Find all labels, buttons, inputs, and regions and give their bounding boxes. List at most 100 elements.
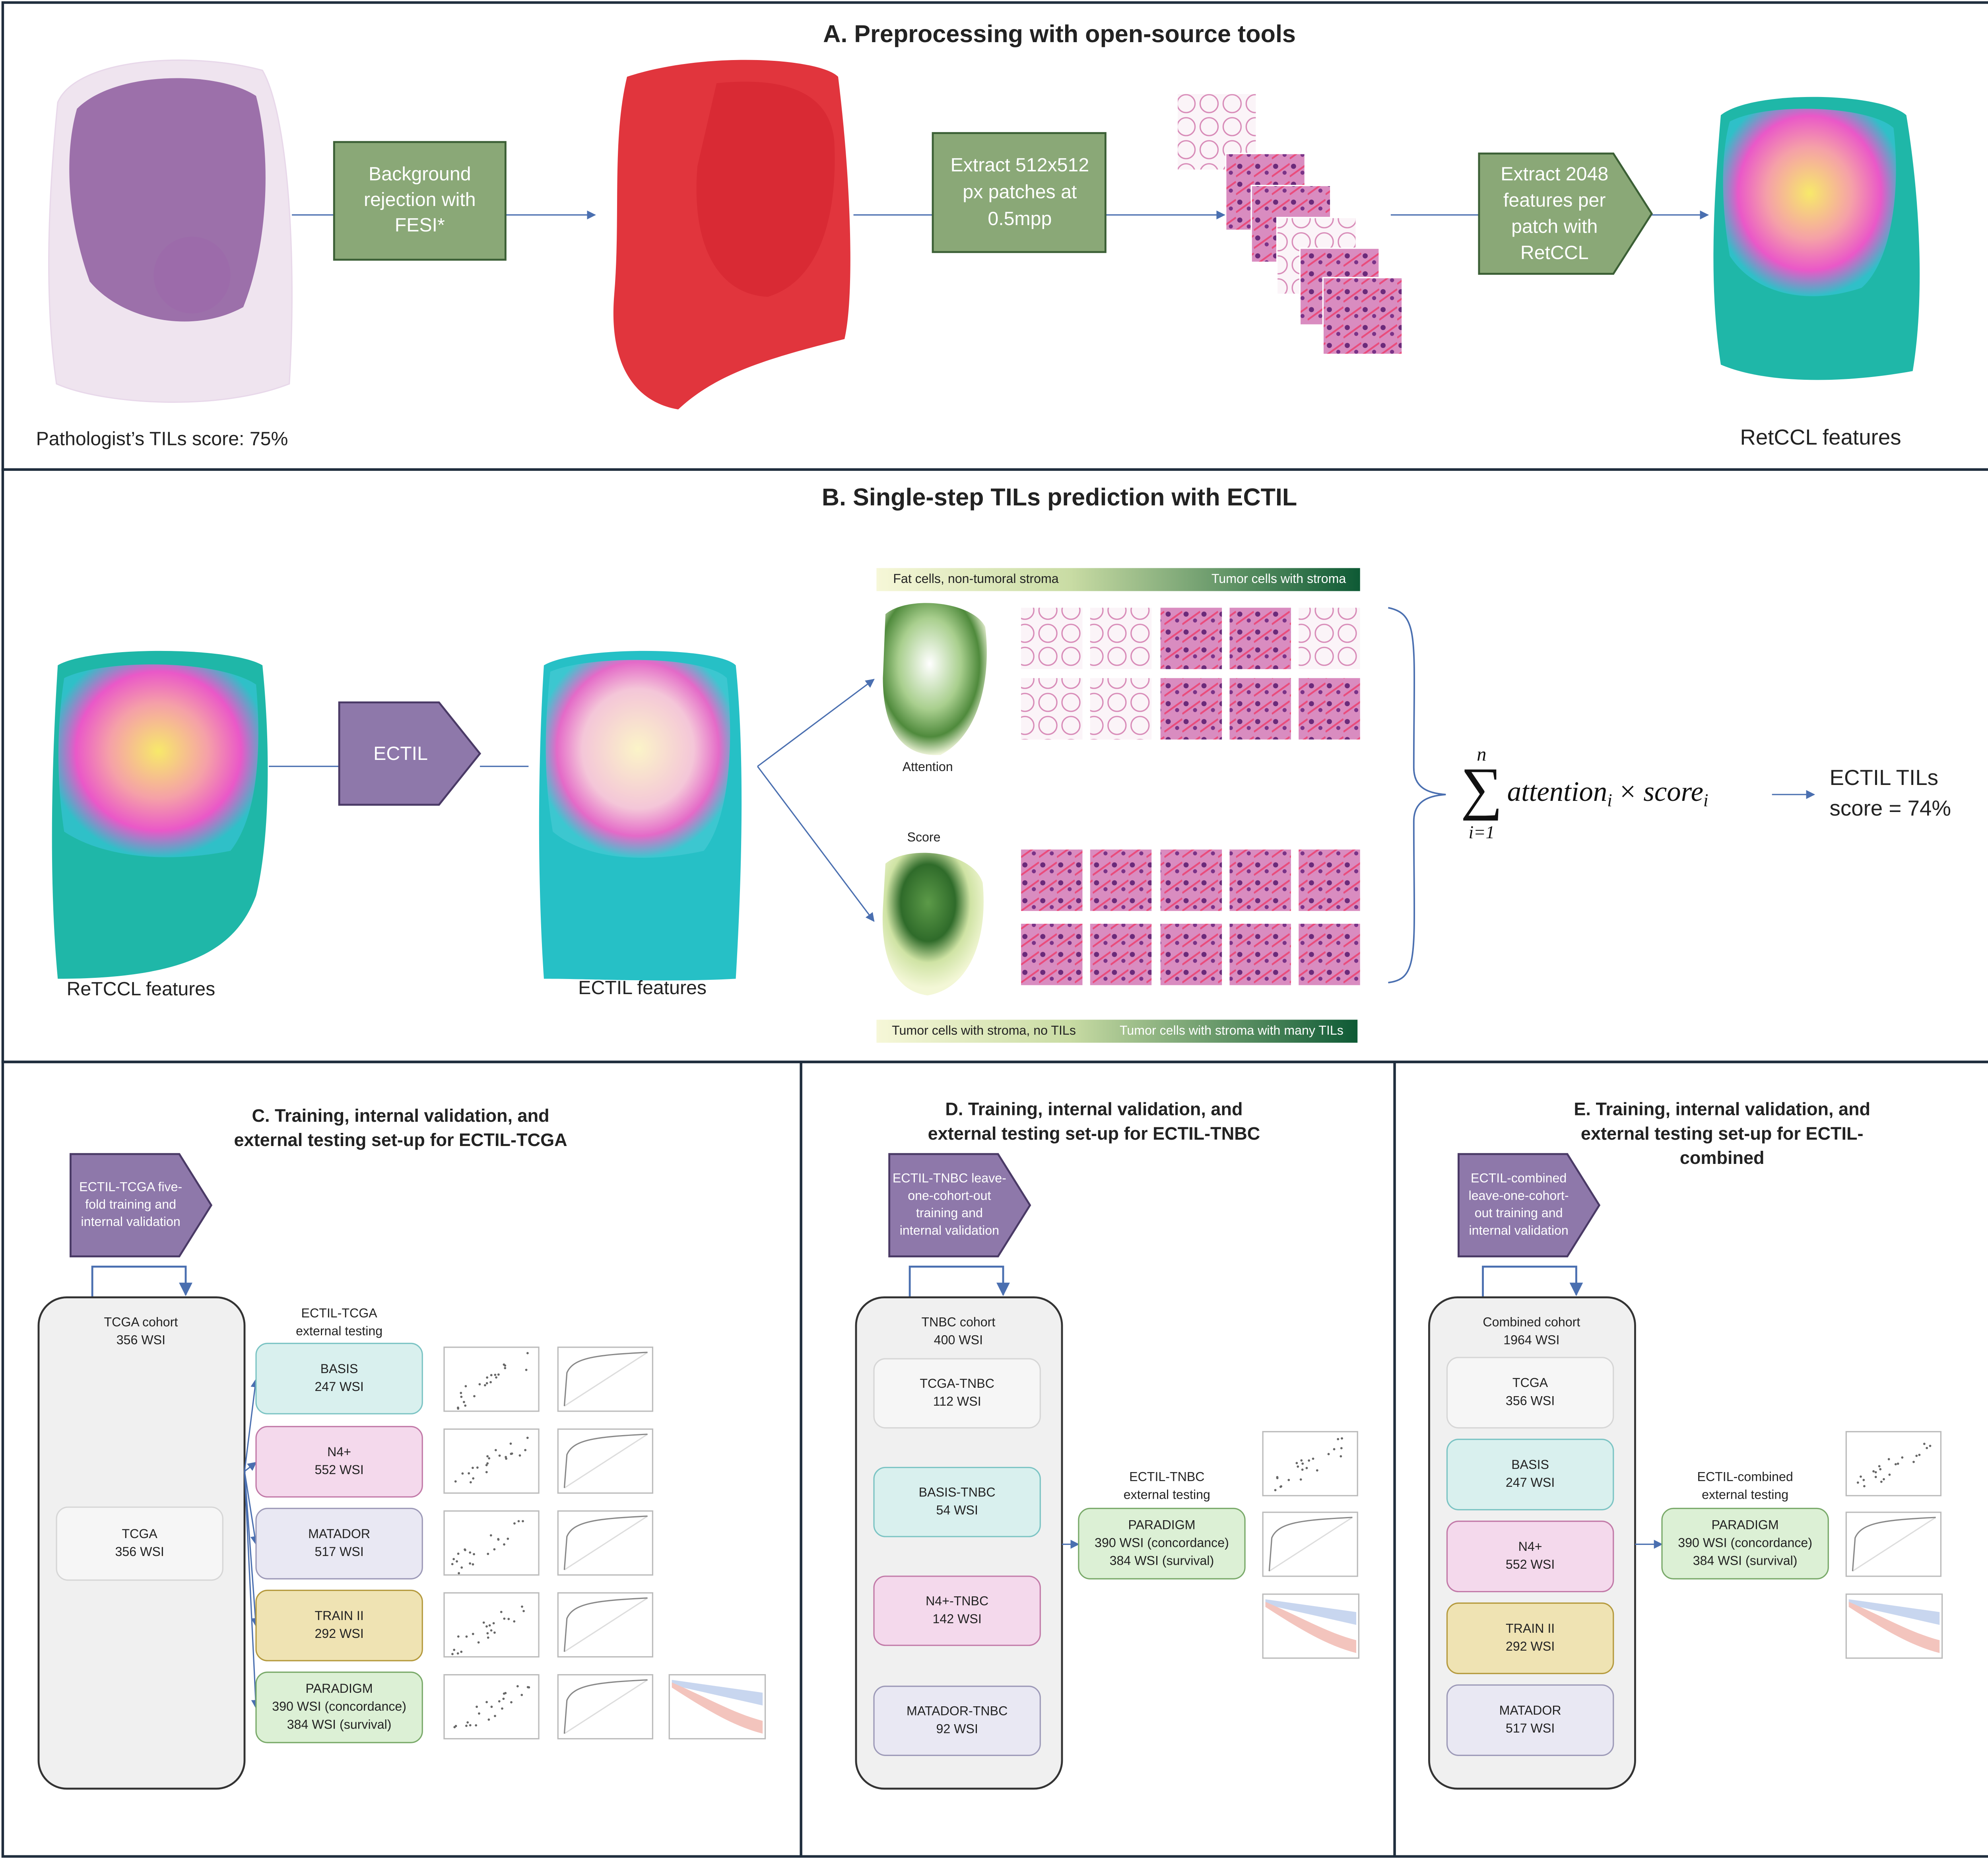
thumb-dot [490,1706,493,1708]
thumb-dot [456,1652,459,1655]
thumb-dot [453,1726,456,1729]
test-box-label: 390 WSI (concordance) [1678,1535,1812,1550]
subset-box-label: TRAIN II [1506,1621,1555,1636]
test-box [255,1589,423,1661]
thumb-band [672,1680,763,1706]
thumb-dot [1912,1461,1915,1463]
thumb-curve [563,1434,648,1488]
formula-subscript: i [1703,791,1708,810]
subset-box-label: TCGA [122,1527,158,1541]
thumb-dot [460,1651,463,1653]
subset-box-label: 517 WSI [1506,1721,1555,1735]
model-box [70,1153,213,1257]
formula-lower: i=1 [1469,822,1495,842]
thumb-dot [525,1369,528,1371]
thumb-dot [472,1477,475,1480]
patch [1090,608,1152,669]
formula-operator: × [1620,776,1636,807]
formula-upper: n [1477,744,1486,765]
thumb-dot [522,1520,524,1523]
subset-box [1446,1602,1614,1674]
panel-title: A. Preprocessing with open-source tools [823,20,1296,47]
patch [1299,849,1360,911]
thumb-dot [1856,1481,1859,1484]
thumb-dot [451,1563,454,1566]
thumb-dot [1888,1473,1891,1476]
thumb-dot [1327,1453,1330,1455]
model-label: ECTIL [373,743,428,764]
thumb-dot [1915,1455,1918,1457]
thumb-dot [1340,1455,1342,1458]
arrow [244,1378,260,1472]
test-box-label: 552 WSI [315,1463,363,1477]
thumb-dot [1312,1457,1314,1460]
testing-label: ECTIL-TCGA [301,1306,378,1320]
thumb-dot [472,1467,474,1469]
model-label: internal validation [900,1223,999,1237]
thumb-dot [1894,1463,1897,1466]
formula-subscript: i [1607,791,1612,810]
thumb-dot [1274,1489,1277,1492]
subset-box [873,1575,1041,1646]
thumb-dot [504,1692,507,1694]
thumb-dot [513,1620,516,1623]
step-label: FESI* [395,214,445,236]
patch [1090,678,1152,740]
step-label: patch with [1511,216,1598,237]
thumb-dot [1333,1448,1336,1451]
score-scale-bar [876,1020,1358,1043]
cohort-label: Combined cohort [1483,1315,1580,1329]
patch [1229,849,1291,911]
thumb-dot [513,1522,516,1525]
thumb-dot [472,1633,474,1635]
thumb-dot [460,1566,463,1569]
thumb-dot [482,1621,485,1624]
thumb-dot [485,1471,488,1473]
patch [1229,608,1291,669]
thumb-diag [1852,1517,1936,1572]
panel-title: B. Single-step TILs prediction with ECTI… [822,484,1297,511]
thumb-dot [485,1625,488,1628]
step-label: rejection with [364,189,476,210]
loop-arrow [909,1265,1010,1298]
thumb-dot [1862,1479,1865,1481]
subset-box-label: 112 WSI [933,1394,981,1408]
step-box [333,141,507,261]
arrow [244,1462,257,1472]
subset-box [1446,1684,1614,1756]
cohort-label: 356 WSI [116,1333,165,1347]
step-box [932,132,1107,253]
formula: attentioni × scorei [1507,776,1708,810]
panel-title: combined [1680,1148,1765,1168]
thumb-dot [484,1384,486,1387]
thumb-dot [516,1685,519,1688]
panel-title: D. Training, internal validation, and [945,1099,1242,1119]
subset-box-label: MATADOR-TNBC [907,1704,1008,1718]
testing-label: ECTIL-TNBC [1129,1470,1204,1484]
thumb-dot [463,1401,465,1403]
model-label: internal validation [81,1214,181,1229]
thumb-dot [509,1442,512,1445]
thumb-dot [1901,1456,1904,1459]
thumb-dot [486,1376,489,1379]
scale-label: Tumor cells with stroma with many TILs [1120,1023,1343,1037]
patch [1160,678,1222,740]
step-label: px patches at [963,181,1077,203]
subset-box-label: TCGA [1512,1375,1548,1390]
thumb-dot [454,1480,457,1483]
model-label: ECTIL-TNBC leave- [893,1171,1006,1185]
thumb-band [1265,1602,1357,1653]
thumb-scatter [443,1346,540,1412]
thumb-dot [1923,1443,1926,1445]
subset-box-label: N4+ [1518,1539,1542,1554]
thumb-scatter [443,1510,540,1576]
thumb-dot [452,1558,455,1560]
cohort-label: TNBC cohort [921,1315,995,1329]
thumb-dot [493,1631,496,1634]
test-box [255,1507,423,1579]
test-box [1661,1507,1829,1579]
patch [1299,608,1360,669]
panel-title: external testing set-up for ECTIL-TCGA [234,1130,567,1150]
step-label: RetCCL [1520,242,1589,263]
thumb-dot [498,1454,501,1457]
